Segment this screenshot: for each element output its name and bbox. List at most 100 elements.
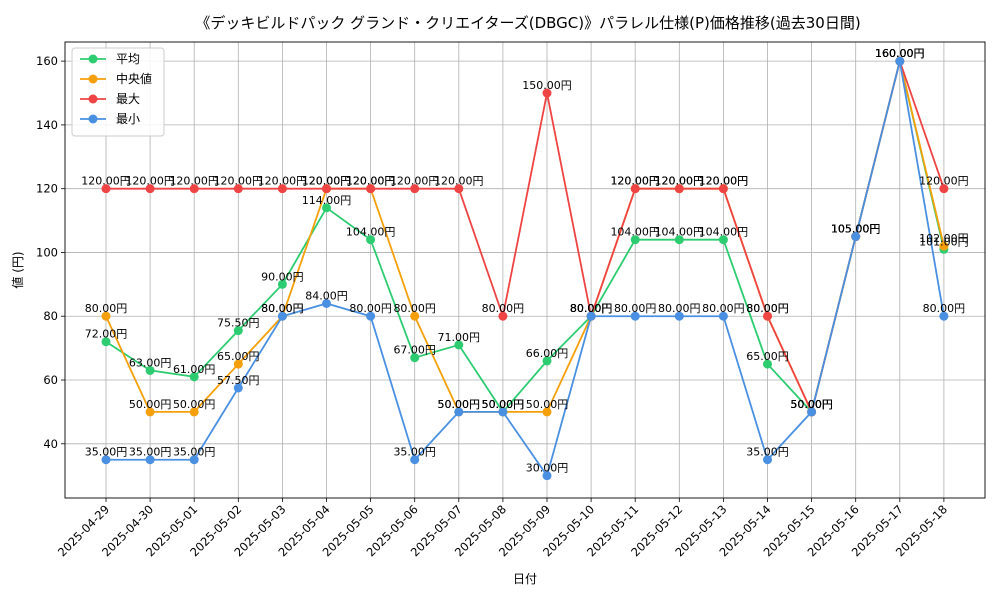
data-label: 80.00円 xyxy=(702,302,745,315)
data-point xyxy=(542,471,552,481)
data-point xyxy=(763,455,772,465)
data-point xyxy=(189,455,199,465)
data-point xyxy=(674,311,684,321)
data-label: 160.00円 xyxy=(875,47,925,60)
series-line xyxy=(106,57,945,415)
data-point xyxy=(101,184,111,194)
data-label: 80.00円 xyxy=(923,302,966,315)
data-point xyxy=(189,372,199,382)
data-point xyxy=(630,184,640,194)
data-label: 80.00円 xyxy=(746,302,789,315)
data-point xyxy=(630,235,640,245)
data-labels: 72.00円 63.00円 61.00円 75.50円 90.00円 114.00円 104… xyxy=(81,47,968,475)
legend-label: 最小 xyxy=(116,112,140,126)
data-label: 80.00円 xyxy=(746,302,789,315)
data-point xyxy=(718,184,728,194)
data-label: 120.00円 xyxy=(390,175,440,188)
data-label: 80.00円 xyxy=(482,302,525,315)
data-point xyxy=(322,203,331,213)
data-label: 50.00円 xyxy=(526,398,569,411)
y-axis-label: 値 (円) xyxy=(10,251,25,288)
data-label: 114.00円 xyxy=(302,194,352,207)
data-point xyxy=(101,311,111,321)
data-point xyxy=(718,311,728,321)
data-label: 120.00円 xyxy=(81,175,131,188)
data-point xyxy=(454,340,464,350)
data-label: 104.00円 xyxy=(655,226,705,239)
series-layer xyxy=(101,56,949,481)
data-label: 50.00円 xyxy=(438,398,481,411)
data-point xyxy=(586,311,596,321)
data-label: 105.00円 xyxy=(831,223,881,236)
data-label: 105.00円 xyxy=(831,223,881,236)
data-point xyxy=(939,311,949,321)
data-label: 120.00円 xyxy=(655,175,705,188)
data-label: 120.00円 xyxy=(434,175,484,188)
data-label: 105.00円 xyxy=(831,223,881,236)
data-label: 35.00円 xyxy=(393,446,436,459)
data-label: 120.00円 xyxy=(125,175,175,188)
data-point xyxy=(366,311,376,321)
data-point xyxy=(939,184,949,194)
data-label: 72.00円 xyxy=(85,328,128,341)
data-point xyxy=(939,241,949,251)
data-point xyxy=(277,279,287,289)
data-label: 63.00円 xyxy=(129,356,172,369)
data-point xyxy=(454,184,464,194)
legend-swatch-marker xyxy=(88,114,98,124)
data-label: 50.00円 xyxy=(482,398,525,411)
data-label: 65.00円 xyxy=(746,350,789,363)
data-label: 80.00円 xyxy=(349,302,392,315)
data-point xyxy=(277,184,287,194)
series-line xyxy=(105,60,945,414)
legend-swatch-marker xyxy=(88,94,98,104)
data-point xyxy=(498,311,508,321)
data-label: 50.00円 xyxy=(173,398,216,411)
legend-swatch-marker xyxy=(88,54,98,64)
data-label: 80.00円 xyxy=(393,302,436,315)
data-label: 50.00円 xyxy=(790,398,833,411)
plot-frame xyxy=(64,41,986,499)
data-label: 80.00円 xyxy=(85,302,128,315)
y-tick-label: 140 xyxy=(36,118,58,132)
data-label: 120.00円 xyxy=(302,175,352,188)
data-label: 104.00円 xyxy=(610,226,660,239)
data-label: 50.00円 xyxy=(790,398,833,411)
data-label: 57.50円 xyxy=(217,374,260,387)
data-label: 80.00円 xyxy=(658,302,701,315)
data-label: 120.00円 xyxy=(346,175,396,188)
data-point xyxy=(145,455,155,465)
data-label: 120.00円 xyxy=(610,175,660,188)
y-tick-label: 80 xyxy=(43,309,58,323)
data-point xyxy=(718,235,728,245)
data-label: 104.00円 xyxy=(346,226,396,239)
data-label: 80.00円 xyxy=(614,302,657,315)
data-label: 50.00円 xyxy=(790,398,833,411)
data-label: 80.00円 xyxy=(261,302,304,315)
x-axis-label: 日付 xyxy=(513,572,537,586)
data-label: 120.00円 xyxy=(919,175,969,188)
data-point xyxy=(542,407,552,417)
data-label: 160.00円 xyxy=(875,47,925,60)
data-label: 50.00円 xyxy=(438,398,481,411)
legend-swatch-marker xyxy=(88,74,98,84)
data-label: 120.00円 xyxy=(699,175,749,188)
data-point xyxy=(322,298,331,308)
data-label: 30.00円 xyxy=(526,462,569,475)
data-point xyxy=(498,407,508,417)
data-point xyxy=(630,311,640,321)
data-label: 35.00円 xyxy=(173,446,216,459)
data-point xyxy=(410,455,420,465)
data-label: 120.00円 xyxy=(610,175,660,188)
y-tick-label: 60 xyxy=(43,373,58,387)
data-point xyxy=(674,235,684,245)
data-point xyxy=(145,184,155,194)
data-label: 120.00円 xyxy=(655,175,705,188)
y-tick-label: 160 xyxy=(36,54,58,68)
data-label: 61.00円 xyxy=(173,363,216,376)
data-label: 120.00円 xyxy=(258,175,308,188)
data-label: 75.50円 xyxy=(217,317,260,330)
data-point xyxy=(189,184,199,194)
